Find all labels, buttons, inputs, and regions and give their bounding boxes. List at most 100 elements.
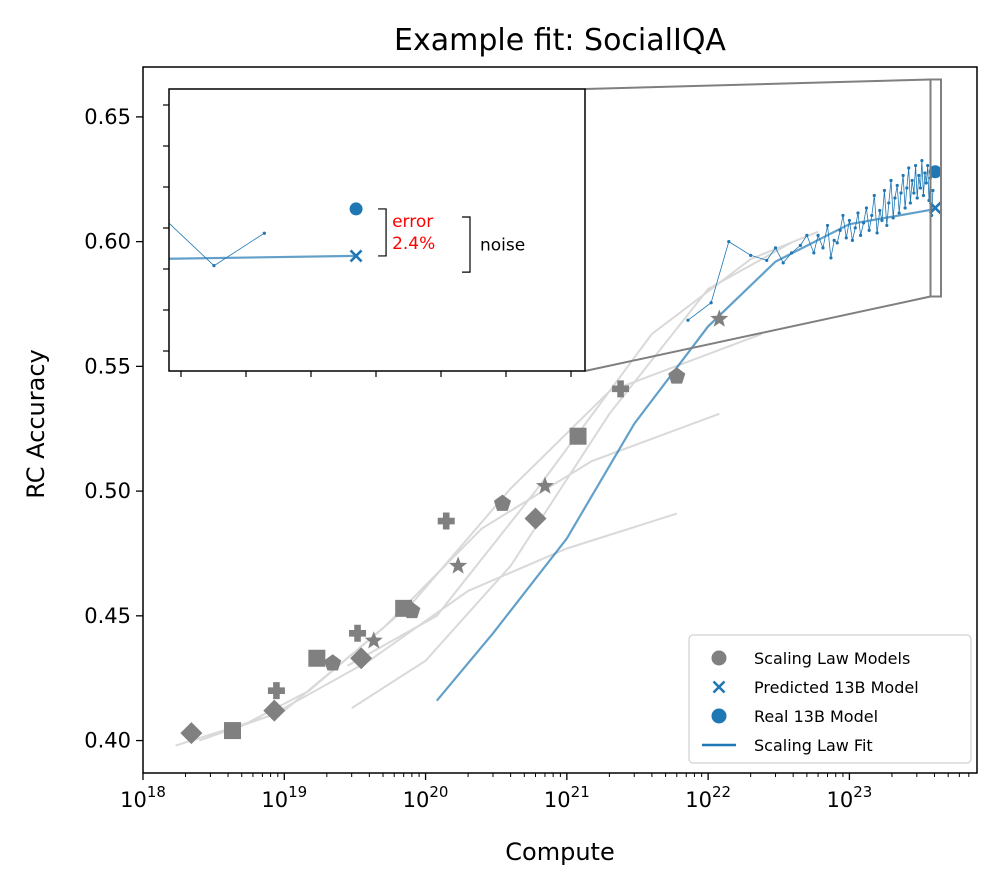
checkpoint-point	[908, 201, 912, 205]
legend-circle-marker	[711, 650, 727, 666]
legend-label: Scaling Law Models	[754, 649, 910, 668]
checkpoint-point	[875, 231, 879, 235]
x-stroke	[928, 201, 942, 215]
checkpoint-point	[709, 301, 713, 305]
trend-curve	[175, 512, 678, 747]
scaling-model-point	[364, 631, 383, 649]
checkpoint-point	[899, 191, 903, 195]
x-tick-label: 1020	[403, 783, 449, 812]
checkpoint-point	[878, 208, 882, 213]
y-tick-label: 0.55	[84, 354, 131, 378]
checkpoint-point	[924, 181, 928, 185]
checkpoint-point	[923, 171, 927, 175]
scaling-model-point	[267, 682, 285, 700]
noise-bracket	[462, 216, 471, 273]
real-13b-point	[928, 165, 942, 179]
scaling-model-point	[449, 556, 468, 574]
x-stroke	[712, 680, 726, 694]
chart-title: Example fit: SocialIQA	[394, 23, 726, 58]
inset-predicted-13b-point	[349, 249, 363, 263]
checkpoint-point	[905, 186, 909, 190]
checkpoint-point	[773, 246, 778, 250]
checkpoint-point	[847, 218, 852, 223]
checkpoint-point	[841, 213, 845, 218]
x-tick-label: 1021	[544, 783, 590, 812]
checkpoint-point	[790, 251, 794, 255]
trend-curve	[347, 230, 819, 667]
scaling-model-point	[350, 647, 373, 670]
checkpoint-point	[917, 173, 921, 178]
checkpoint-point	[915, 196, 919, 200]
checkpoint-point	[880, 218, 884, 223]
legend-circle-marker	[711, 708, 727, 724]
inset-real-13b-point	[349, 202, 363, 216]
scaling-model-point	[324, 654, 342, 671]
checkpoint-point	[853, 226, 857, 230]
checkpoint-point	[861, 221, 866, 225]
checkpoint-point	[912, 191, 916, 195]
checkpoint-series-line	[687, 160, 934, 321]
inset-background	[169, 89, 585, 371]
checkpoint-point	[727, 240, 731, 244]
checkpoint-point	[885, 223, 889, 228]
legend-box	[688, 634, 972, 764]
inset-fit-line	[169, 254, 357, 260]
checkpoint-point	[835, 241, 839, 245]
legend-label: Scaling Law Fit	[754, 736, 873, 755]
inset-checkpoint-point	[262, 231, 266, 235]
inset-content	[161, 202, 363, 268]
checkpoint-point	[850, 238, 855, 242]
error-label: 2.4%	[392, 234, 435, 254]
inset-frame	[168, 88, 586, 372]
scaling-model-point	[263, 699, 286, 722]
checkpoint-point	[805, 233, 809, 237]
inset-checkpoint-point	[161, 215, 164, 218]
error-bracket	[378, 208, 387, 257]
checkpoint-point	[686, 318, 690, 322]
checkpoint-point	[893, 196, 897, 200]
checkpoint-point	[781, 261, 785, 265]
legend-x-marker	[712, 680, 726, 694]
checkpoint-point	[858, 233, 863, 237]
legend-label: Predicted 13B Model	[754, 678, 919, 697]
scaling-model-point	[437, 512, 455, 530]
checkpoint-point	[889, 178, 893, 183]
checkpoint-point	[838, 228, 842, 233]
y-tick-label: 0.50	[84, 479, 131, 503]
x-tick-label: 1023	[826, 783, 872, 812]
checkpoint-point	[829, 256, 833, 260]
x-tick-label: 1018	[120, 783, 166, 812]
scaling-model-point	[569, 427, 587, 445]
x-stroke	[349, 249, 363, 263]
inset-checkpoint-line	[169, 222, 265, 267]
predicted-13b-point	[928, 201, 942, 215]
checkpoint-point	[821, 246, 825, 250]
scaling-model-point	[524, 507, 547, 530]
checkpoint-point	[920, 158, 924, 163]
checkpoint-point	[870, 213, 874, 218]
inset-checkpoint-point	[212, 264, 216, 268]
checkpoint-point	[891, 216, 895, 220]
checkpoint-point	[926, 163, 930, 168]
checkpoint-point	[897, 211, 901, 215]
noise-label: noise	[480, 236, 525, 256]
checkpoint-point	[921, 193, 926, 198]
checkpoint-point	[907, 166, 911, 170]
checkpoint-point	[798, 243, 803, 247]
checkpoint-point	[825, 223, 830, 228]
scaling-model-point	[612, 380, 630, 398]
y-tick-label: 0.60	[84, 230, 131, 254]
scaling-model-point	[668, 367, 686, 384]
zoom-indicator-box	[929, 78, 943, 298]
x-axis-label: Compute	[505, 838, 614, 866]
x-tick-label: 1022	[685, 783, 731, 812]
legend-label: Real 13B Model	[754, 707, 878, 726]
y-tick-label: 0.40	[84, 729, 131, 753]
checkpoint-point	[832, 238, 836, 242]
checkpoint-point	[931, 188, 935, 193]
error-label: error	[392, 212, 433, 232]
scaling-model-point	[349, 624, 367, 642]
trend-curve	[227, 332, 763, 734]
